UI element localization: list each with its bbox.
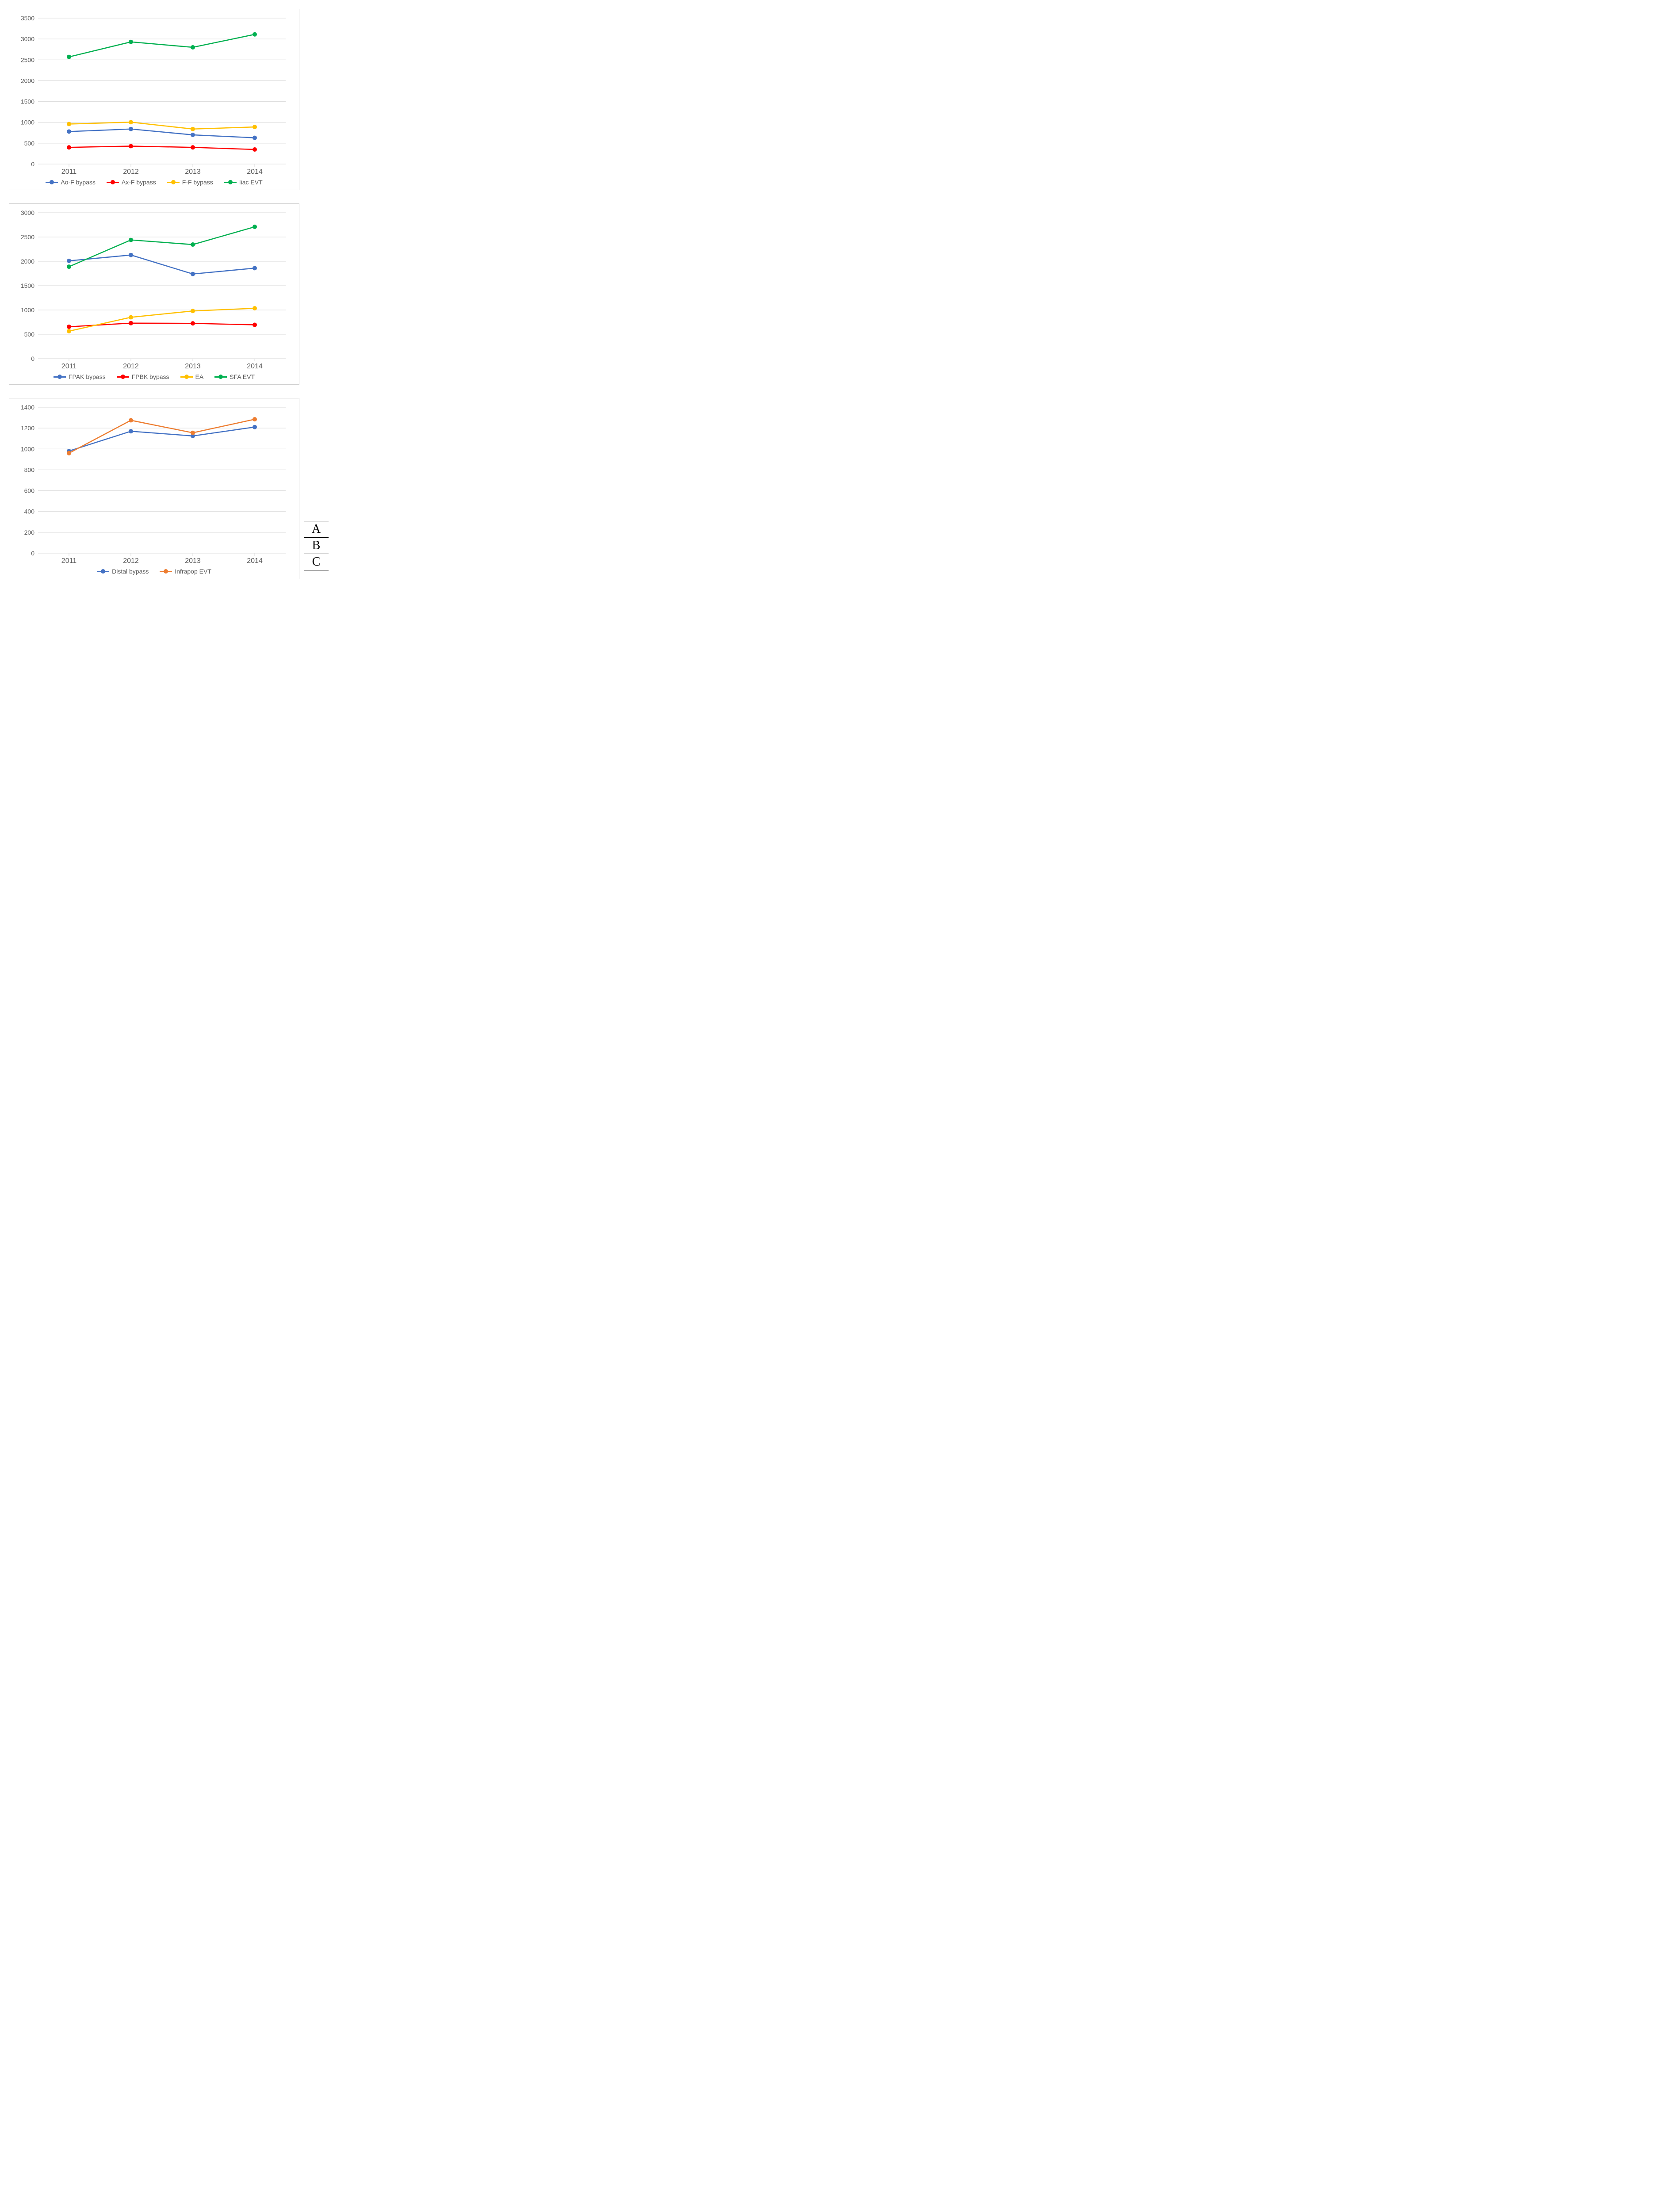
- svg-text:600: 600: [24, 487, 35, 494]
- svg-text:2011: 2011: [61, 168, 77, 175]
- legend-label: Ax-F bypass: [122, 179, 156, 186]
- legend-label: F-F bypass: [182, 179, 213, 186]
- svg-text:3000: 3000: [21, 209, 34, 216]
- legend-item: Ax-F bypass: [107, 179, 156, 186]
- svg-text:0: 0: [31, 355, 34, 362]
- legend-label: Iiac EVT: [239, 179, 263, 186]
- svg-text:0: 0: [31, 161, 34, 168]
- svg-text:1000: 1000: [21, 445, 34, 452]
- svg-text:2013: 2013: [185, 557, 201, 564]
- svg-text:2013: 2013: [185, 168, 201, 175]
- svg-text:1000: 1000: [21, 119, 34, 126]
- chart-b-legend: FPAK bypass FPBK bypass EA SFA EVT: [14, 370, 295, 382]
- charts-column: 0500100015002000250030003500201120122013…: [9, 9, 299, 579]
- svg-text:200: 200: [24, 529, 35, 536]
- chart-b-wrapper: 0 500 1000 1500 2000 2500 3000 2011 2012 2013 2014…: [9, 203, 299, 385]
- legend-item: F-F bypass: [167, 179, 213, 186]
- svg-text:400: 400: [24, 508, 35, 515]
- legend-label: Infrapop EVT: [175, 568, 211, 575]
- legend-label: Ao-F bypass: [61, 179, 96, 186]
- svg-text:2500: 2500: [21, 233, 34, 241]
- chart-a: 0 500 1000 1500 2000 2500 3000 3500 2011 2012 2013…: [14, 14, 295, 175]
- svg-text:2000: 2000: [21, 258, 34, 265]
- legend-item: Ao-F bypass: [46, 179, 96, 186]
- legend-item: SFA EVT: [214, 373, 255, 380]
- chart-b: 0 500 1000 1500 2000 2500 3000 2011 2012 2013 2014: [14, 208, 295, 370]
- legend-item: EA: [180, 373, 204, 380]
- svg-text:1000: 1000: [21, 306, 34, 314]
- legend-label: SFA EVT: [230, 373, 255, 380]
- svg-text:1200: 1200: [21, 425, 34, 432]
- legend-item: Infrapop EVT: [160, 568, 211, 575]
- svg-text:2014: 2014: [247, 557, 263, 564]
- chart-c-wrapper: 0 200 400 600 800 1000 1200 1400 2011 2012 2013 201…: [9, 398, 299, 579]
- panel-labels: A B C: [304, 521, 329, 570]
- panel-label-c: C: [304, 554, 329, 570]
- chart-c-legend: Distal bypass Infrapop EVT: [14, 564, 295, 577]
- chart-a-legend: Ao-F bypass Ax-F bypass F-F bypass Iiac EVT: [14, 175, 295, 187]
- svg-text:1400: 1400: [21, 404, 34, 411]
- legend-item: Distal bypass: [97, 568, 149, 575]
- legend-label: FPAK bypass: [69, 373, 106, 380]
- chart-c: 0 200 400 600 800 1000 1200 1400 2011 2012 2013 201…: [14, 403, 295, 564]
- legend-label: EA: [195, 373, 204, 380]
- svg-text:2013: 2013: [185, 363, 201, 370]
- svg-text:800: 800: [24, 466, 35, 473]
- legend-item: Iiac EVT: [224, 179, 263, 186]
- svg-text:2012: 2012: [123, 168, 139, 175]
- legend-label: FPBK bypass: [132, 373, 169, 380]
- chart-a-wrapper: 0 500 1000 1500 2000 2500 3000 3500 2011 2012 2013…: [9, 9, 299, 190]
- panel-label-a: A: [304, 521, 329, 537]
- svg-text:2014: 2014: [247, 363, 263, 370]
- legend-label: Distal bypass: [112, 568, 149, 575]
- legend-item: FPBK bypass: [117, 373, 169, 380]
- svg-text:2500: 2500: [21, 56, 34, 63]
- figure-container: 0500100015002000250030003500201120122013…: [9, 9, 1671, 579]
- svg-text:3000: 3000: [21, 35, 34, 42]
- panel-label-b: B: [304, 537, 329, 554]
- svg-text:500: 500: [24, 140, 35, 147]
- svg-text:2011: 2011: [61, 557, 77, 564]
- svg-text:2012: 2012: [123, 363, 139, 370]
- svg-text:2012: 2012: [123, 557, 139, 564]
- svg-text:3500: 3500: [21, 15, 34, 22]
- svg-text:1500: 1500: [21, 98, 34, 105]
- svg-text:1500: 1500: [21, 282, 34, 289]
- svg-text:0: 0: [31, 550, 34, 557]
- svg-text:2000: 2000: [21, 77, 34, 84]
- legend-item: FPAK bypass: [54, 373, 106, 380]
- svg-text:500: 500: [24, 331, 35, 338]
- svg-text:2011: 2011: [61, 363, 77, 370]
- svg-text:2014: 2014: [247, 168, 263, 175]
